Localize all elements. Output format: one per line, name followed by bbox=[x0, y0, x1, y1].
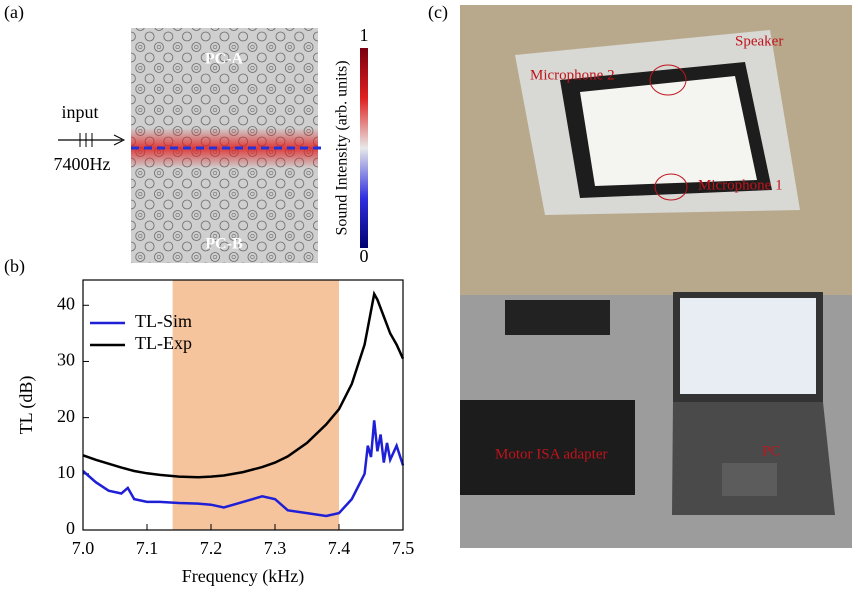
colorbar-label: Sound Intensity (arb. units) bbox=[334, 60, 351, 235]
plot-frame bbox=[82, 279, 404, 531]
wavefront bbox=[79, 133, 93, 147]
x-tick-label: 7.1 bbox=[136, 538, 159, 558]
adapter-box bbox=[460, 400, 635, 495]
colorbar-min: 0 bbox=[360, 246, 369, 266]
touchpad bbox=[722, 463, 777, 496]
x-tick-label: 7.5 bbox=[392, 538, 415, 558]
y-tick-label: 30 bbox=[57, 350, 75, 370]
region-label: PC-B bbox=[205, 236, 243, 253]
marker-circle bbox=[654, 173, 688, 201]
marker-circle bbox=[649, 64, 687, 96]
y-tick-label: 10 bbox=[57, 462, 75, 482]
photo: Speaker Microphone 2 Microphone 1 Motor … bbox=[460, 5, 852, 548]
amplifier bbox=[505, 300, 610, 335]
colorbar bbox=[360, 48, 368, 248]
x-tick-label: 7.4 bbox=[328, 538, 351, 558]
laptop-display bbox=[680, 298, 816, 394]
region-label: PC-A bbox=[205, 51, 244, 68]
panel-label: (b) bbox=[4, 256, 25, 277]
x-axis-label: Frequency (kHz) bbox=[182, 566, 304, 587]
photo-label: Microphone 1 bbox=[698, 177, 783, 193]
photo-label: Microphone 2 bbox=[530, 67, 615, 83]
photo-label: Motor ISA adapter bbox=[495, 446, 607, 462]
x-tick-label: 7.0 bbox=[72, 538, 95, 558]
x-tick-label: 7.2 bbox=[200, 538, 223, 558]
legend-label: TL-Sim bbox=[135, 311, 192, 331]
x-tick-label: 7.3 bbox=[264, 538, 287, 558]
y-tick-label: 40 bbox=[57, 293, 75, 313]
legend-label: TL-Exp bbox=[135, 333, 192, 353]
panel-label: (c) bbox=[428, 2, 448, 23]
y-tick-label: 0 bbox=[66, 518, 75, 538]
photo-label: Speaker bbox=[735, 33, 783, 49]
arrow-head bbox=[113, 134, 126, 146]
frequency-label: 7400Hz bbox=[54, 154, 111, 174]
series-line bbox=[82, 420, 405, 518]
y-tick-label: 20 bbox=[57, 406, 75, 426]
laptop-base bbox=[672, 402, 835, 515]
input-label: input bbox=[61, 102, 98, 122]
series-line bbox=[82, 290, 405, 479]
shaded-band bbox=[172, 280, 339, 530]
crystal-board bbox=[580, 76, 757, 186]
colorbar-max: 1 bbox=[360, 25, 369, 45]
y-axis-label: TL (dB) bbox=[16, 376, 37, 435]
panel-label: (a) bbox=[4, 2, 24, 23]
photo-label: PC bbox=[762, 443, 780, 459]
